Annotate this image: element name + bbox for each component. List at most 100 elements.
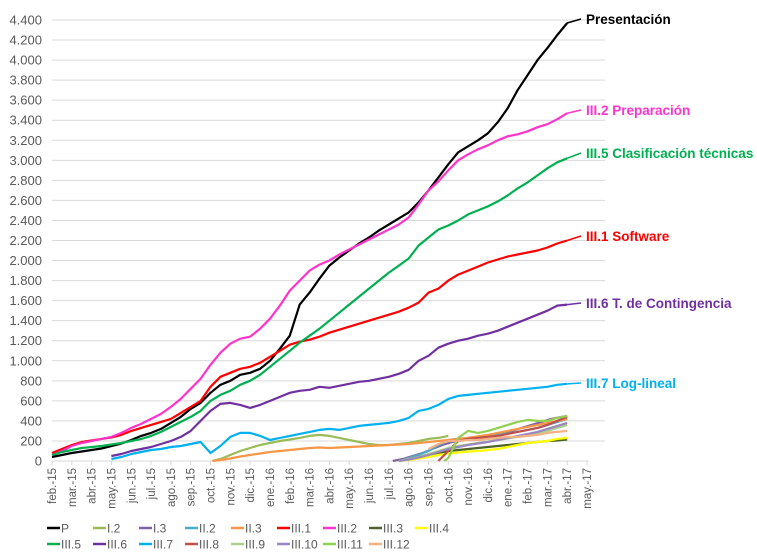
annotation-leader	[567, 382, 582, 385]
y-tick-label: 400	[20, 413, 42, 428]
y-tick-label: 1.200	[9, 333, 42, 348]
y-tick-label: 600	[20, 393, 42, 408]
legend-item: III.6	[93, 538, 127, 552]
legend-item: III.5	[47, 538, 81, 552]
x-tick-label: sep.-16	[423, 468, 435, 506]
x-tick-label: ago.-15	[166, 468, 178, 507]
y-tick-label: 3.400	[9, 113, 42, 128]
series-line-iii-7	[111, 382, 568, 461]
x-tick-label: mar.-17	[542, 468, 554, 507]
x-tick-label: may.-17	[582, 468, 594, 509]
x-tick-label: jun.-16	[364, 468, 376, 504]
series-line-ii-3	[212, 417, 568, 463]
legend-item: III.1	[277, 522, 311, 536]
y-tick-label: 2.800	[9, 173, 42, 188]
legend-label: III.3	[383, 522, 403, 536]
x-tick-label: ene.-17	[503, 468, 515, 507]
y-tick-label: 3.800	[9, 73, 42, 88]
y-tick-label: 2.600	[9, 193, 42, 208]
series-line-iii-5	[51, 157, 568, 457]
y-tick-label: 1.000	[9, 353, 42, 368]
y-tick-label: 2.000	[9, 253, 42, 268]
legend-label: III.2	[337, 522, 357, 536]
series-line-iii-2	[51, 112, 568, 457]
legend-label: II.3	[245, 522, 262, 536]
y-tick-label: 3.000	[9, 153, 42, 168]
legend-item: III.9	[231, 538, 265, 552]
legend-item: III.3	[369, 522, 403, 536]
legend: P I.2 I.3 II.2 II.3 III.1 III.2 III.3 III.4 III.5…	[47, 522, 449, 552]
legend-item: III.7	[139, 538, 173, 552]
x-tick-label: abr.-16	[324, 468, 336, 504]
x-tick-label: mar.-16	[305, 468, 317, 507]
annotations: Presentación III.2 Preparación III.5 Clasi…	[566, 12, 753, 391]
y-tick-label: 4.200	[9, 33, 42, 48]
x-tick-label: feb.-17	[523, 468, 535, 504]
legend-label: III.1	[291, 522, 311, 536]
legend-item: II.3	[231, 522, 262, 536]
y-tick-label: 3.200	[9, 133, 42, 148]
legend-item: I.3	[139, 522, 167, 536]
series-line-iii-12	[428, 429, 568, 450]
legend-item: P	[47, 522, 69, 536]
legend-label: I.2	[107, 522, 121, 536]
series-line-iii-1	[51, 239, 568, 455]
legend-label: III.10	[291, 538, 318, 552]
x-tick-label: may.-15	[106, 468, 118, 509]
legend-item: III.12	[369, 538, 410, 552]
legend-item: III.10	[277, 538, 318, 552]
x-tick-label: dic.-16	[483, 468, 495, 503]
x-tick-label: abr.-15	[87, 468, 99, 504]
y-axis-ticks: 0 200 400 600 800 1.000 1.200 1.400 1.600 1.800 2.…	[9, 13, 42, 469]
legend-label: III.6	[107, 538, 127, 552]
legend-label: III.8	[199, 538, 219, 552]
y-tick-label: 2.400	[9, 213, 42, 228]
x-tick-label: mar.-15	[67, 468, 79, 507]
x-tick-label: sep.-15	[186, 468, 198, 506]
legend-label: III.4	[429, 522, 449, 536]
x-tick-label: abr.-17	[562, 468, 574, 504]
legend-label: III.11	[337, 538, 363, 552]
series-line-iii-11	[443, 414, 568, 462]
gridlines	[52, 19, 605, 442]
x-tick-label: feb.-16	[285, 468, 297, 504]
x-tick-label: ago.-16	[404, 468, 416, 507]
annotation-label: III.6 T. de Contingencia	[586, 296, 732, 311]
y-tick-label: 200	[20, 433, 42, 448]
legend-label: III.7	[153, 538, 173, 552]
x-axis: feb.-15 mar.-15 abr.-15 may.-15 jun.-15 jul.-…	[47, 460, 594, 509]
annotation-leader	[567, 109, 582, 114]
y-tick-label: 4.000	[9, 53, 42, 68]
series-line-iii-6	[111, 303, 568, 458]
legend-item: III.11	[323, 538, 363, 552]
legend-item: III.8	[185, 538, 219, 552]
legend-item: III.2	[323, 522, 357, 536]
y-tick-label: 800	[20, 373, 42, 388]
series-line-p	[51, 22, 569, 459]
x-tick-label: ene.-16	[265, 468, 277, 507]
x-tick-label: jul.-16	[384, 468, 396, 500]
annotation-label: Presentación	[586, 12, 671, 27]
y-tick-label: 4.400	[9, 13, 42, 28]
legend-item: II.2	[185, 522, 216, 536]
y-tick-label: 1.800	[9, 273, 42, 288]
x-tick-label: jun.-15	[126, 468, 138, 504]
annotation-leader	[566, 152, 582, 160]
legend-label: III.5	[61, 538, 81, 552]
legend-item: III.4	[415, 522, 449, 536]
series-lines	[51, 22, 569, 463]
x-tick-label: nov.-16	[463, 468, 475, 506]
x-tick-label: oct.-15	[206, 468, 218, 503]
y-tick-label: 3.600	[9, 93, 42, 108]
legend-label: II.2	[199, 522, 216, 536]
legend-label: III.9	[245, 538, 265, 552]
annotation-leader	[566, 235, 582, 242]
annotation-leader	[567, 302, 582, 306]
annotation-label: III.1 Software	[586, 229, 670, 244]
x-tick-label: may.-16	[344, 468, 356, 509]
series-line-iii-10	[398, 421, 568, 463]
x-tick-label: jul.-15	[146, 468, 158, 500]
x-tick-label: nov.-15	[225, 468, 237, 506]
legend-label: I.3	[153, 522, 167, 536]
